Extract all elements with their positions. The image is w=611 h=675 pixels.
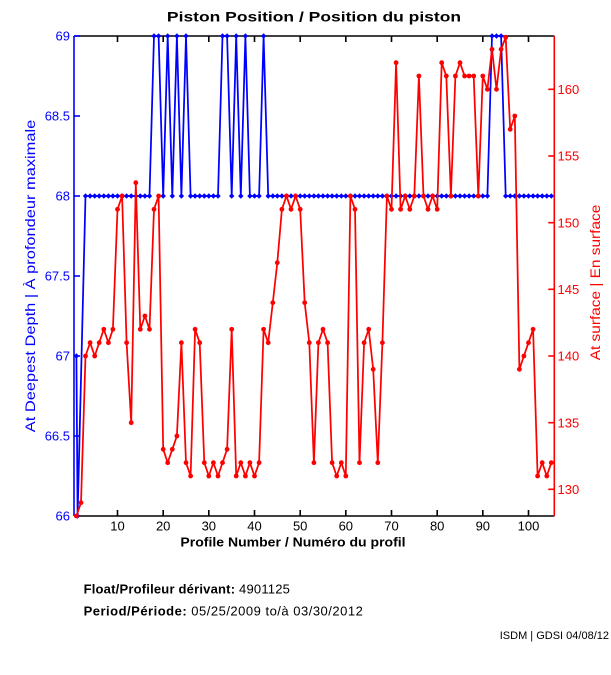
svg-text:130: 130 xyxy=(558,482,580,497)
svg-text:30: 30 xyxy=(202,519,216,534)
svg-text:66: 66 xyxy=(56,509,70,524)
svg-text:150: 150 xyxy=(558,215,580,230)
svg-text:155: 155 xyxy=(558,149,580,164)
svg-text:90: 90 xyxy=(476,519,490,534)
svg-text:Profile Number / Numéro du pro: Profile Number / Numéro du profil xyxy=(180,535,405,549)
svg-text:100: 100 xyxy=(518,519,540,534)
svg-text:145: 145 xyxy=(558,282,580,297)
svg-text:40: 40 xyxy=(247,519,261,534)
svg-text:66.5: 66.5 xyxy=(45,429,70,444)
svg-text:67.5: 67.5 xyxy=(45,269,70,284)
svg-text:Piston Position / Position du: Piston Position / Position du piston xyxy=(167,10,461,25)
svg-text:135: 135 xyxy=(558,415,580,430)
svg-text:10: 10 xyxy=(110,519,124,534)
svg-text:At Deepest Depth | À profondeu: At Deepest Depth | À profondeur maximale xyxy=(23,120,38,432)
svg-text:At surface | En surface: At surface | En surface xyxy=(589,205,604,361)
svg-text:69: 69 xyxy=(56,29,70,44)
svg-text:68.5: 68.5 xyxy=(45,109,70,124)
svg-text:50: 50 xyxy=(293,519,307,534)
svg-text:20: 20 xyxy=(156,519,170,534)
svg-text:Float/Profileur dérivant: 4901: Float/Profileur dérivant: 4901125 xyxy=(84,582,291,597)
svg-text:80: 80 xyxy=(430,519,444,534)
svg-text:Period/Période: 05/25/2009 to/: Period/Période: 05/25/2009 to/à 03/30/20… xyxy=(84,604,364,619)
svg-text:140: 140 xyxy=(558,349,580,364)
svg-text:ISDM | GDSI 04/08/12: ISDM | GDSI 04/08/12 xyxy=(500,630,609,642)
svg-text:67: 67 xyxy=(56,349,70,364)
svg-text:68: 68 xyxy=(56,189,70,204)
svg-text:160: 160 xyxy=(558,82,580,97)
svg-text:70: 70 xyxy=(384,519,398,534)
svg-text:60: 60 xyxy=(339,519,353,534)
